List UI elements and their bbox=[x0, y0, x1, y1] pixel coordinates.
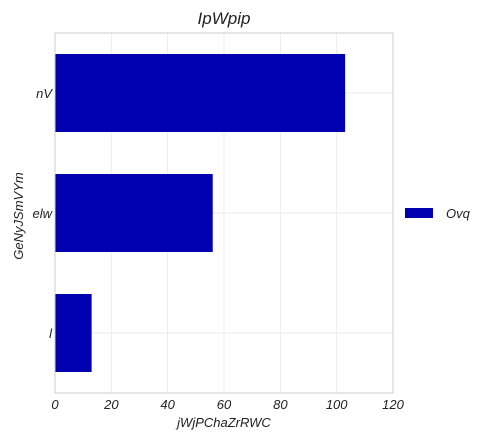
y-tick-label: elw bbox=[32, 206, 53, 221]
chart-title: IpWpip bbox=[198, 9, 251, 28]
x-tick-label: 120 bbox=[382, 397, 404, 412]
bar-nV bbox=[55, 54, 346, 132]
x-tick-label: 80 bbox=[273, 397, 288, 412]
legend-label: Ovq bbox=[446, 206, 471, 221]
y-tick-label: l bbox=[49, 326, 53, 341]
x-tick-label: 20 bbox=[103, 397, 119, 412]
y-tick-label: nV bbox=[36, 86, 53, 101]
bar-elw bbox=[55, 174, 213, 252]
y-axis-label: GeNyJSmVYm bbox=[11, 172, 26, 260]
x-tick-label: 40 bbox=[160, 397, 175, 412]
plot-frame bbox=[54, 32, 394, 394]
x-tick-label: 100 bbox=[326, 397, 348, 412]
y-axis-ticks: nV elw l bbox=[32, 86, 53, 341]
legend-swatch bbox=[405, 208, 433, 218]
x-axis-label: jWjPChaZrRWC bbox=[175, 415, 271, 430]
bar-l bbox=[55, 294, 92, 372]
x-tick-label: 60 bbox=[217, 397, 232, 412]
bars bbox=[55, 54, 346, 372]
x-axis-ticks: 0 20 40 60 80 100 120 bbox=[51, 397, 404, 412]
legend: Ovq bbox=[405, 206, 471, 221]
x-tick-label: 0 bbox=[51, 397, 59, 412]
